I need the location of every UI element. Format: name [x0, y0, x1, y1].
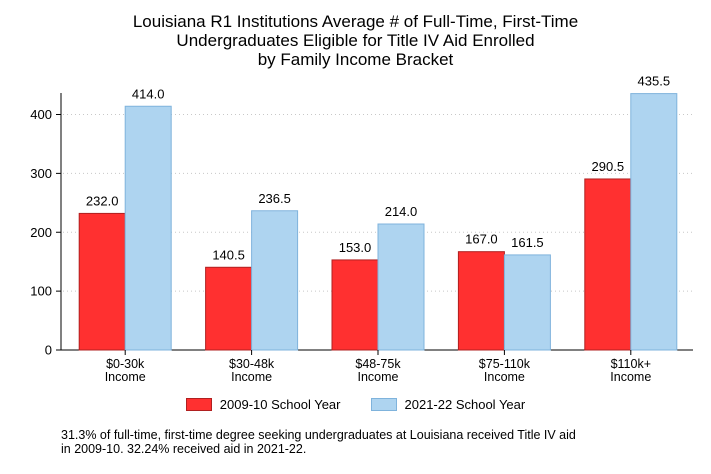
- bar: [377, 223, 425, 351]
- footnote: 31.3% of full-time, first-time degree se…: [61, 428, 661, 456]
- legend-item-2021-22: 2021-22 School Year: [370, 397, 526, 412]
- legend-swatch-2021-22: [370, 398, 397, 411]
- data-label: 236.5: [258, 191, 291, 206]
- legend-swatch-2009-10: [185, 398, 212, 411]
- y-tick-label: 100: [30, 284, 52, 299]
- x-tick-label: $48-75k: [355, 357, 401, 371]
- chart-title-line: Undergraduates Eligible for Title IV Aid…: [176, 31, 535, 50]
- bar: [205, 266, 253, 351]
- legend-label: 2009-10 School Year: [219, 397, 341, 412]
- data-label: 214.0: [385, 204, 418, 219]
- data-label: 435.5: [638, 74, 671, 89]
- data-label: 167.0: [465, 232, 498, 247]
- legend: 2009-10 School Year 2021-22 School Year: [0, 397, 711, 412]
- footnote-line: 31.3% of full-time, first-time degree se…: [61, 428, 576, 442]
- x-tick-label: $30-48k: [229, 357, 275, 371]
- y-tick-label: 300: [30, 166, 52, 181]
- legend-item-2009-10: 2009-10 School Year: [185, 397, 341, 412]
- bar: [251, 210, 299, 351]
- y-tick-label: 400: [30, 107, 52, 122]
- bar: [331, 259, 379, 351]
- x-tick-label: Income: [484, 370, 525, 384]
- footnote-line: in 2009-10. 32.24% received aid in 2021-…: [61, 442, 307, 456]
- x-tick-label: Income: [358, 370, 399, 384]
- data-label: 290.5: [592, 159, 625, 174]
- bar: [124, 105, 172, 351]
- x-tick-label: $75-110k: [479, 357, 531, 371]
- x-tick-label: Income: [105, 370, 146, 384]
- data-label: 232.0: [86, 193, 119, 208]
- data-label: 140.5: [212, 247, 245, 262]
- bar: [630, 93, 678, 351]
- data-label: 161.5: [511, 235, 544, 250]
- x-tick-label: Income: [231, 370, 272, 384]
- chart-title: Louisiana R1 Institutions Average # of F…: [0, 12, 711, 69]
- data-label: 153.0: [339, 240, 372, 255]
- y-tick-label: 200: [30, 225, 52, 240]
- bar: [78, 212, 126, 351]
- bar: [503, 254, 551, 351]
- chart-title-line: Louisiana R1 Institutions Average # of F…: [132, 12, 579, 31]
- y-tick-label: 0: [45, 343, 52, 358]
- x-tick-label: Income: [610, 370, 651, 384]
- data-label: 414.0: [132, 86, 165, 101]
- legend-label: 2021-22 School Year: [404, 397, 526, 412]
- bar: [584, 178, 632, 351]
- x-tick-label: $110k+: [611, 357, 651, 371]
- bar: [457, 251, 505, 351]
- chart-title-line: by Family Income Bracket: [257, 50, 454, 69]
- bar-chart: 0100200300400232.0414.0$0-30kIncome140.5…: [30, 74, 693, 384]
- x-tick-label: $0-30k: [106, 357, 145, 371]
